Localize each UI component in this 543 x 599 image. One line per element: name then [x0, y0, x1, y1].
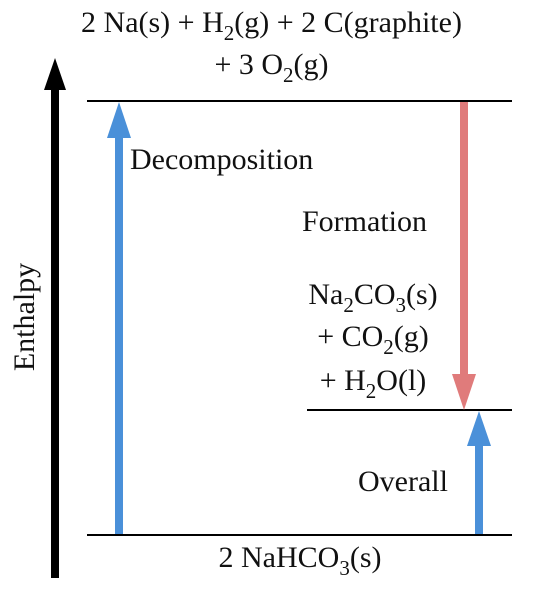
overall-arrow-shaft [475, 440, 483, 534]
bottom-level-label: 2 NaHCO3(s) [0, 541, 543, 579]
formula-text: CO [353, 278, 396, 311]
decomposition-arrow [107, 102, 131, 534]
formula-text: O(l) [376, 364, 427, 397]
formation-arrow [452, 102, 476, 410]
decomposition-arrow-shaft [115, 130, 123, 534]
decomposition-label: Decomposition [130, 143, 314, 176]
formation-arrow-head [452, 374, 476, 410]
overall-arrow-head [467, 411, 491, 446]
intermediate-level-label-line-2: + CO2(g) [288, 320, 458, 358]
enthalpy-axis-label: Enthalpy [8, 262, 41, 372]
overall-arrow [467, 411, 491, 534]
formula-text: (s) [406, 278, 438, 311]
formula-subscript: 2 [365, 379, 377, 403]
formula-text: Na [308, 278, 344, 311]
formula-text: + CO [317, 320, 384, 353]
enthalpy-axis-shaft [51, 82, 59, 578]
overall-label: Overall [358, 465, 448, 498]
formula-text: + H [319, 364, 366, 397]
formula-subscript: 2 [383, 335, 394, 359]
intermediate-level-label-line-1: Na2CO3(s) [288, 278, 458, 316]
intermediate-level-label-line-3: + H2O(l) [288, 364, 458, 402]
formula-text: (s) [349, 541, 382, 574]
decomposition-arrow-head [107, 102, 131, 138]
formation-arrow-shaft [460, 102, 468, 382]
formula-subscript: 2 [283, 63, 294, 87]
formation-label: Formation [302, 205, 427, 238]
formula-subscript: 2 [223, 21, 235, 45]
formula-text: (g) + 2 C(graphite) [234, 6, 462, 39]
formula-text: 2 NaHCO [218, 541, 340, 574]
enthalpy-axis-arrowhead [44, 58, 66, 90]
top-level-label-line-2: + 3 O2(g) [0, 48, 543, 86]
formula-text: (g) [293, 48, 329, 81]
formula-subscript: 3 [395, 293, 407, 317]
top-level-label-line-1: 2 Na(s) + H2(g) + 2 C(graphite) [0, 6, 543, 44]
formula-text: (g) [393, 320, 429, 353]
formula-text: + 3 O [214, 48, 284, 81]
enthalpy-axis-arrow [44, 58, 66, 578]
formula-subscript: 2 [343, 293, 354, 317]
formula-subscript: 3 [339, 556, 350, 580]
formula-text: 2 Na(s) + H [81, 6, 224, 39]
